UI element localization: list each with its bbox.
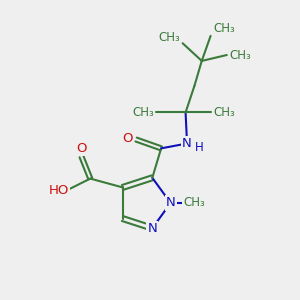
Text: H: H <box>195 141 204 154</box>
Text: CH₃: CH₃ <box>183 196 205 209</box>
Text: CH₃: CH₃ <box>213 106 235 119</box>
Text: CH₃: CH₃ <box>158 32 180 44</box>
Text: CH₃: CH₃ <box>214 22 235 35</box>
Text: CH₃: CH₃ <box>229 49 251 62</box>
Text: N: N <box>182 137 192 150</box>
Text: HO: HO <box>48 184 69 197</box>
Text: CH₃: CH₃ <box>132 106 154 119</box>
Text: N: N <box>147 222 157 235</box>
Text: O: O <box>76 142 87 155</box>
Text: N: N <box>166 196 176 209</box>
Text: O: O <box>123 131 133 145</box>
